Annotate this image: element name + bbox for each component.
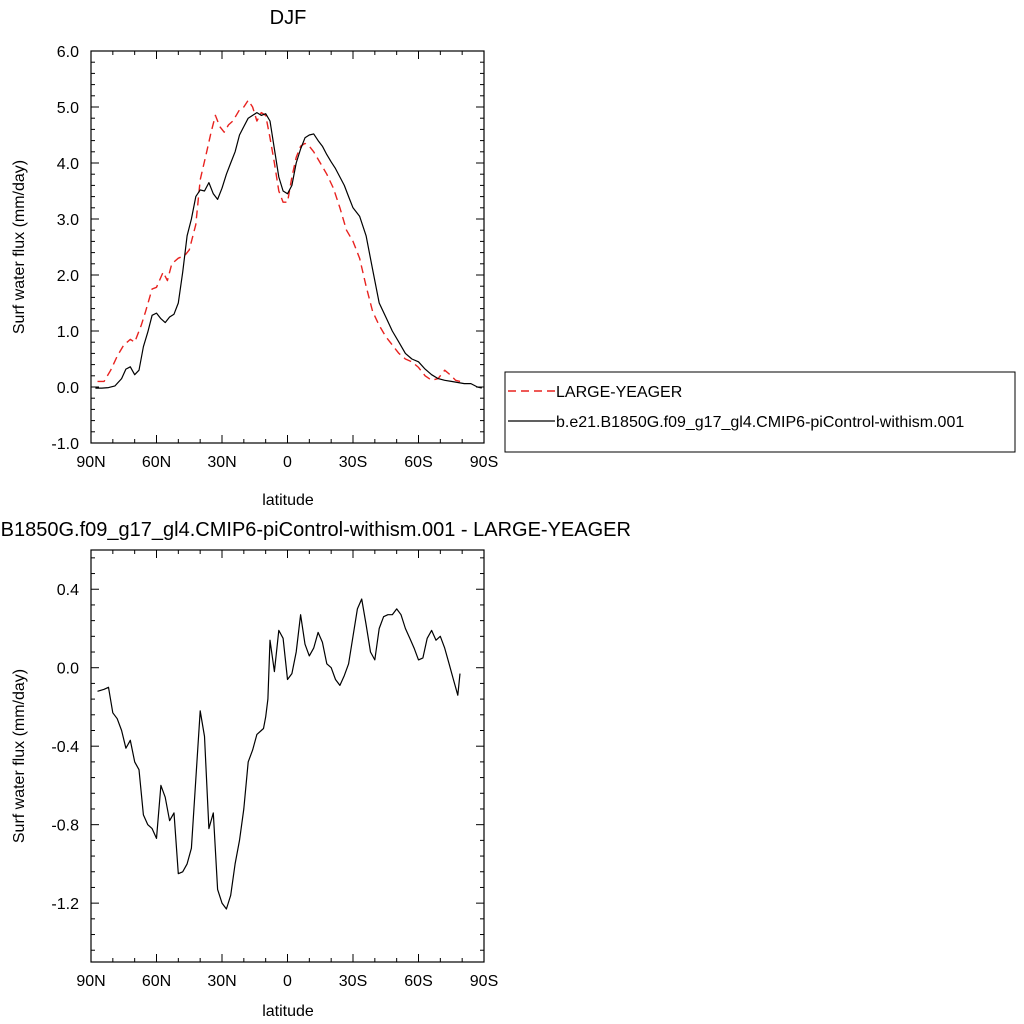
x-tick-label: 60N [142, 973, 171, 990]
x-tick-label: 30S [339, 973, 367, 990]
x-tick-label: 30N [207, 454, 236, 471]
x-tick-label: 60N [142, 454, 171, 471]
y-tick-label: 0.0 [57, 661, 79, 678]
x-tick-label: 90S [470, 973, 498, 990]
legend-entry-control: b.e21.B1850G.f09_g17_gl4.CMIP6-piControl… [556, 414, 964, 431]
x-axis-ticks [90, 550, 485, 962]
y-tick-label: 5.0 [57, 100, 79, 117]
x-tick-label: 30S [339, 454, 367, 471]
y-tick-label: -0.4 [51, 739, 79, 756]
x-axis-label: latitude [262, 1003, 314, 1020]
legend-entry-large-yeager: LARGE-YEAGER [556, 384, 682, 401]
x-tick-label: 90N [76, 973, 105, 990]
chart-difference: b.e21.B1850G.f09_g17_gl4.CMIP6-piControl… [0, 519, 631, 1020]
legend: LARGE-YEAGER b.e21.B1850G.f09_g17_gl4.CM… [504, 371, 1016, 453]
y-tick-label: 4.0 [57, 156, 79, 173]
chart-title: DJF [270, 7, 307, 29]
y-tick-labels: -1.0 0.0 1.0 2.0 3.0 4.0 5.0 6.0 [51, 44, 79, 453]
x-tick-label: 60S [404, 973, 432, 990]
x-tick-label: 30N [207, 973, 236, 990]
plot-frame [90, 549, 485, 963]
y-tick-label: -1.2 [51, 896, 79, 913]
series-lines [97, 598, 461, 910]
chart-djf: DJF 90N 60N 30N 0 30S 60S 90S -1.0 0.0 1.0 2.0 3.0… [11, 7, 498, 509]
y-tick-labels: -1.2 -0.8 -0.4 0.0 0.4 [51, 582, 79, 913]
y-tick-label: 6.0 [57, 44, 79, 61]
y-tick-label: 2.0 [57, 268, 79, 285]
series-line-0 [97, 99, 465, 384]
series-line-0 [97, 598, 461, 910]
x-tick-label: 0 [283, 454, 292, 471]
y-tick-label: 0.4 [57, 582, 79, 599]
y-axis-ticks [91, 557, 484, 951]
x-tick-labels: 90N 60N 30N 0 30S 60S 90S [76, 973, 498, 990]
y-tick-label: 1.0 [57, 324, 79, 341]
series-line-1 [95, 111, 482, 389]
x-axis-label: latitude [262, 492, 314, 509]
chart-title: b.e21.B1850G.f09_g17_gl4.CMIP6-piControl… [0, 519, 631, 541]
y-axis-ticks [91, 50, 484, 444]
x-tick-labels: 90N 60N 30N 0 30S 60S 90S [76, 454, 498, 471]
y-tick-label: -1.0 [51, 436, 79, 453]
y-tick-label: 0.0 [57, 380, 79, 397]
legend-box [504, 371, 1016, 453]
y-tick-label: 3.0 [57, 212, 79, 229]
x-tick-label: 60S [404, 454, 432, 471]
x-tick-label: 0 [283, 973, 292, 990]
plot-frame [90, 50, 485, 444]
y-axis-label: Surf water flux (mm/day) [11, 669, 28, 843]
x-tick-label: 90N [76, 454, 105, 471]
y-axis-label: Surf water flux (mm/day) [11, 160, 28, 334]
y-tick-label: -0.8 [51, 818, 79, 835]
x-tick-label: 90S [470, 454, 498, 471]
series-lines [95, 99, 482, 389]
x-axis-ticks [90, 51, 485, 443]
